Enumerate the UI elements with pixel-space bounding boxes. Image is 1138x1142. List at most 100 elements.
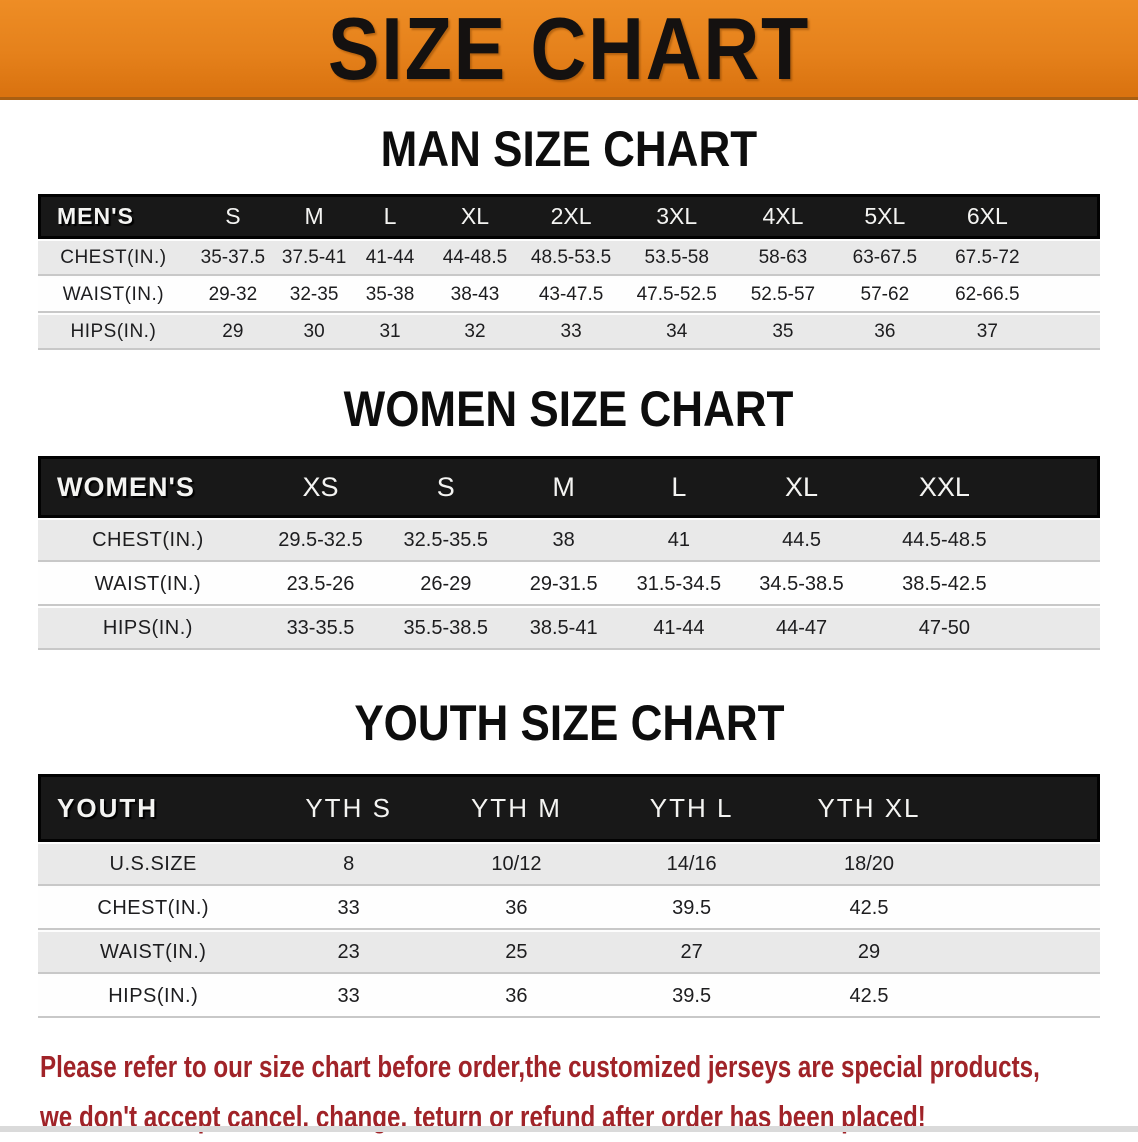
size-value: 47.5-52.5 xyxy=(620,276,733,313)
column-header: XS xyxy=(257,456,384,518)
size-value: 35-38 xyxy=(351,276,429,313)
row-label: CHEST(IN.) xyxy=(38,518,258,562)
size-value: 47-50 xyxy=(864,606,1025,650)
size-value: 63-67.5 xyxy=(833,239,937,276)
size-value: 38.5-41 xyxy=(508,606,619,650)
column-header: S xyxy=(383,456,509,518)
youth-section-title-text: YOUTH SIZE CHART xyxy=(353,695,785,751)
size-value: 48.5-53.5 xyxy=(521,239,621,276)
youth-size-table: YOUTH YTH S YTH M YTH L YTH XL U.S.SIZE … xyxy=(38,774,1100,1018)
spacer-cell xyxy=(1024,562,1100,606)
table-row: U.S.SIZE 8 10/12 14/16 18/20 xyxy=(38,842,1100,886)
banner-title: SIZE CHART xyxy=(327,0,811,98)
size-value: 35-37.5 xyxy=(188,239,277,276)
size-value: 32.5-35.5 xyxy=(383,518,509,562)
row-label: WAIST(IN.) xyxy=(38,276,189,313)
table-row: HIPS(IN.) 33-35.5 35.5-38.5 38.5-41 41-4… xyxy=(38,606,1100,650)
size-value: 39.5 xyxy=(604,886,780,930)
spacer-cell xyxy=(958,974,1100,1018)
column-header: 5XL xyxy=(833,194,937,239)
spacer-cell xyxy=(1038,239,1100,276)
size-value: 38-43 xyxy=(428,276,522,313)
table-row: WAIST(IN.) 23 25 27 29 xyxy=(38,930,1100,974)
size-value: 29 xyxy=(188,313,277,350)
column-header: XXL xyxy=(864,456,1025,518)
spacer-cell xyxy=(1024,606,1100,650)
spacer-cell xyxy=(958,886,1100,930)
size-value: 29 xyxy=(779,930,959,974)
table-header-row: WOMEN'S XS S M L XL XXL xyxy=(38,456,1100,518)
size-value: 44.5 xyxy=(738,518,865,562)
size-value: 33 xyxy=(268,886,429,930)
table-row: CHEST(IN.) 35-37.5 37.5-41 41-44 44-48.5… xyxy=(38,239,1100,276)
size-value: 67.5-72 xyxy=(936,239,1039,276)
size-value: 34 xyxy=(620,313,733,350)
table-corner-label: MEN'S xyxy=(38,194,189,239)
table-row: HIPS(IN.) 33 36 39.5 42.5 xyxy=(38,974,1100,1018)
row-label: CHEST(IN.) xyxy=(38,239,189,276)
size-value: 26-29 xyxy=(383,562,509,606)
table-header-row: YOUTH YTH S YTH M YTH L YTH XL xyxy=(38,774,1100,842)
column-header: L xyxy=(351,194,429,239)
size-value: 37 xyxy=(936,313,1039,350)
size-value: 36 xyxy=(428,886,605,930)
size-value: 14/16 xyxy=(604,842,780,886)
size-value: 32 xyxy=(428,313,522,350)
size-value: 23.5-26 xyxy=(257,562,384,606)
order-policy-line1: Please refer to our size chart before or… xyxy=(40,1049,1040,1084)
column-header: YTH S xyxy=(268,774,429,842)
order-policy-line2: we don't accept cancel, change, teturn o… xyxy=(40,1099,926,1135)
row-label: WAIST(IN.) xyxy=(38,562,258,606)
bottom-edge-strip xyxy=(0,1126,1138,1132)
table-header-row: MEN'S S M L XL 2XL 3XL 4XL 5XL 6XL xyxy=(38,194,1100,239)
column-header: YTH M xyxy=(428,774,605,842)
row-label: HIPS(IN.) xyxy=(38,606,258,650)
size-value: 41-44 xyxy=(618,606,739,650)
column-header: 3XL xyxy=(620,194,733,239)
size-value: 39.5 xyxy=(604,974,780,1018)
size-value: 33 xyxy=(268,974,429,1018)
size-value: 37.5-41 xyxy=(276,239,352,276)
row-label: HIPS(IN.) xyxy=(38,313,189,350)
column-header: 4XL xyxy=(732,194,834,239)
size-value: 41-44 xyxy=(351,239,429,276)
size-value: 44.5-48.5 xyxy=(864,518,1025,562)
column-header: YTH XL xyxy=(779,774,959,842)
size-value: 38.5-42.5 xyxy=(864,562,1025,606)
size-value: 33-35.5 xyxy=(257,606,384,650)
size-value: 53.5-58 xyxy=(620,239,733,276)
womens-size-table: WOMEN'S XS S M L XL XXL CHEST(IN.) 29.5-… xyxy=(38,456,1100,650)
column-header: S xyxy=(188,194,277,239)
table-row: WAIST(IN.) 29-32 32-35 35-38 38-43 43-47… xyxy=(38,276,1100,313)
size-value: 35.5-38.5 xyxy=(383,606,509,650)
mens-size-table: MEN'S S M L XL 2XL 3XL 4XL 5XL 6XL CHEST… xyxy=(38,194,1100,350)
size-value: 52.5-57 xyxy=(732,276,834,313)
spacer-cell xyxy=(1024,456,1100,518)
size-value: 34.5-38.5 xyxy=(738,562,865,606)
size-value: 62-66.5 xyxy=(936,276,1039,313)
size-value: 27 xyxy=(604,930,780,974)
column-header: M xyxy=(276,194,352,239)
spacer-cell xyxy=(958,930,1100,974)
column-header: YTH L xyxy=(604,774,780,842)
order-policy-note: Please refer to our size chart before or… xyxy=(40,1042,1138,1142)
column-header: XL xyxy=(738,456,865,518)
size-value: 43-47.5 xyxy=(521,276,621,313)
size-value: 42.5 xyxy=(779,886,959,930)
row-label: WAIST(IN.) xyxy=(38,930,269,974)
row-label: CHEST(IN.) xyxy=(38,886,269,930)
size-value: 44-47 xyxy=(738,606,865,650)
size-value: 42.5 xyxy=(779,974,959,1018)
size-value: 29-32 xyxy=(188,276,277,313)
size-value: 30 xyxy=(276,313,352,350)
column-header: 2XL xyxy=(521,194,621,239)
women-section-title: WOMEN SIZE CHART xyxy=(0,384,1138,434)
column-header: L xyxy=(618,456,739,518)
size-value: 57-62 xyxy=(833,276,937,313)
size-value: 31.5-34.5 xyxy=(618,562,739,606)
size-value: 35 xyxy=(732,313,834,350)
size-value: 36 xyxy=(833,313,937,350)
column-header: XL xyxy=(428,194,522,239)
column-header: M xyxy=(508,456,619,518)
size-value: 31 xyxy=(351,313,429,350)
